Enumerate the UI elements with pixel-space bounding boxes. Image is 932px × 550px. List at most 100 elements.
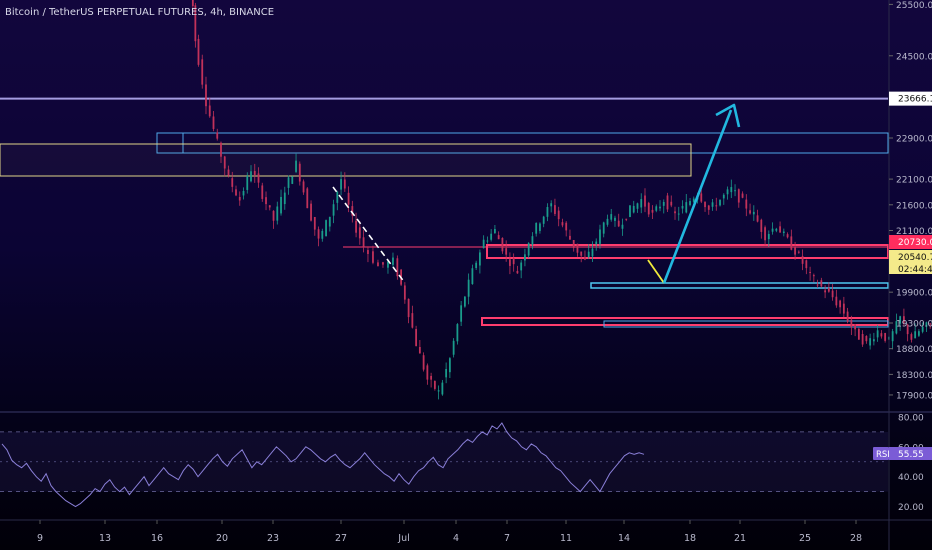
candle-body: [816, 284, 819, 286]
candle-body: [902, 316, 905, 323]
candle-body: [448, 358, 451, 373]
candle-body: [846, 311, 849, 322]
candle-body: [629, 205, 631, 217]
candle-body: [539, 223, 541, 231]
x-tick-label: 9: [37, 533, 43, 544]
candle-body: [730, 187, 733, 193]
projection-arrow-shaft: [662, 109, 733, 284]
candle-body: [610, 214, 613, 220]
x-tick-label: 20: [216, 533, 228, 544]
candle-body: [467, 279, 470, 297]
candle-body: [460, 305, 463, 322]
candle-body: [306, 188, 309, 209]
candle-body: [494, 229, 496, 234]
candle-body: [576, 243, 579, 253]
candle-body: [332, 204, 335, 216]
candle-body: [445, 369, 448, 378]
candle-body: [475, 262, 478, 269]
candle-body: [367, 250, 369, 254]
candle-body: [250, 171, 252, 182]
candle-body: [565, 222, 568, 231]
candle-body: [437, 390, 440, 392]
candle-body: [261, 185, 264, 199]
candle-body: [283, 192, 286, 205]
candle-body: [231, 178, 234, 187]
candle-body: [358, 227, 361, 239]
candle-body: [809, 271, 811, 273]
candle-body: [557, 210, 560, 220]
candle-body: [253, 170, 256, 175]
label-current-price: 20540.7: [898, 253, 932, 263]
candle-body: [482, 239, 485, 249]
candle-body: [497, 235, 500, 240]
candle-body: [921, 326, 924, 332]
candle-body: [387, 261, 389, 268]
candle-body: [433, 381, 436, 389]
candle-body: [242, 191, 245, 196]
candle-body: [599, 229, 601, 244]
x-tick-label: 11: [560, 533, 572, 544]
y-tick-label: 22900.0: [896, 135, 932, 145]
zone-cyan: [590, 282, 889, 289]
candle-body: [692, 198, 695, 202]
y-tick-label: 24500.0: [896, 52, 932, 62]
candle-body: [216, 132, 219, 139]
label-20730-bg: [889, 235, 932, 249]
candle-body: [463, 296, 466, 307]
candle-body: [272, 210, 275, 221]
candle-body: [325, 220, 327, 237]
rsi-value: 55.55: [898, 450, 924, 460]
candle-body: [512, 258, 515, 265]
candle-body: [681, 205, 684, 209]
y-tick-label: 17900.0: [896, 391, 932, 401]
candle-body: [355, 220, 357, 233]
candle-body: [749, 210, 751, 214]
candle-body: [587, 251, 590, 258]
y-tick-label: 19900.0: [896, 289, 932, 299]
candle-body: [407, 298, 410, 318]
candle-body: [377, 262, 379, 267]
candle-body: [351, 206, 354, 216]
candle-body: [670, 201, 673, 206]
candle-body: [674, 211, 676, 214]
candle-body: [546, 207, 549, 217]
candle-body: [490, 233, 493, 240]
candle-body: [441, 382, 444, 395]
zones: [0, 97, 889, 328]
candle-body: [617, 220, 620, 227]
rsi-tick-label: 20.00: [898, 503, 924, 513]
candle-body: [752, 211, 755, 215]
candle-body: [403, 285, 406, 300]
candle-body: [505, 248, 508, 255]
candle-body: [820, 280, 823, 287]
candle-body: [201, 59, 204, 85]
candle-body: [854, 324, 857, 330]
candle-body: [659, 206, 661, 209]
candle-body: [268, 205, 271, 208]
candle-body: [719, 199, 721, 206]
candle-body: [640, 199, 643, 208]
candle-body: [205, 84, 207, 107]
candle-body: [372, 251, 374, 263]
candle-body: [550, 203, 553, 207]
candle-body: [651, 209, 654, 213]
candle-body: [208, 105, 211, 117]
candle-body: [869, 338, 872, 346]
candle-body: [287, 177, 290, 188]
candle-body: [677, 213, 680, 215]
candle-body: [662, 201, 665, 206]
candle-body: [227, 169, 230, 176]
y-tick-label: 19300.0: [896, 320, 932, 330]
candle-body: [824, 290, 826, 293]
candle-body: [647, 202, 650, 215]
candle-body: [801, 256, 804, 264]
candle-body: [520, 262, 523, 271]
candle-body: [722, 194, 725, 199]
candle-body: [737, 189, 740, 203]
candle-body: [542, 216, 545, 224]
candle-body: [212, 116, 215, 129]
candle-body: [775, 228, 778, 231]
candle-body: [471, 268, 474, 285]
